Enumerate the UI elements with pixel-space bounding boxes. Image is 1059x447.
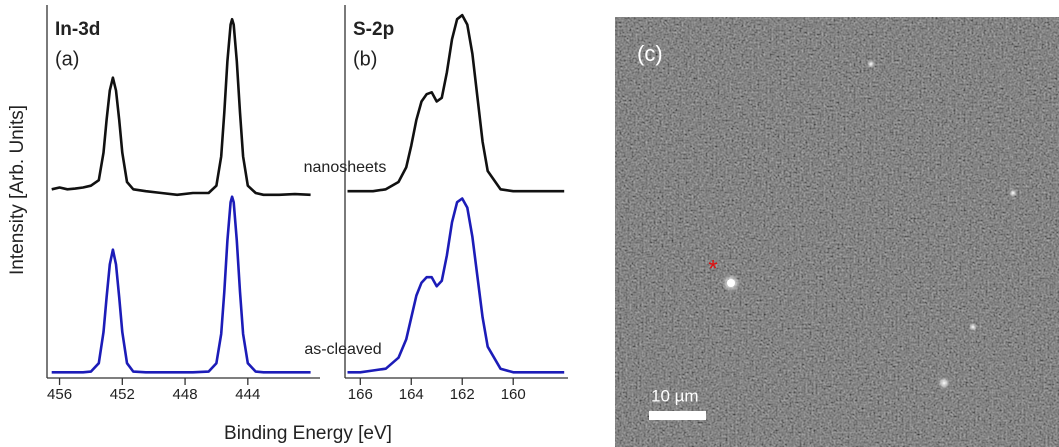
x-axis-label: Binding Energy [eV] [224, 423, 392, 444]
panel-title: S-2p [353, 19, 394, 40]
x-tick-label: 448 [173, 386, 198, 403]
panel-title: In-3d [55, 19, 100, 40]
x-tick-label: 162 [450, 386, 475, 403]
x-tick-label: 166 [348, 386, 373, 403]
panel-label: (a) [55, 48, 79, 70]
x-tick-label: 160 [501, 386, 526, 403]
x-tick-label: 456 [47, 386, 72, 403]
spectrum-line [347, 197, 565, 374]
panel-label: (c) [637, 41, 663, 66]
x-tick-label: 452 [110, 386, 135, 403]
scale-bar [649, 411, 706, 420]
x-tick-label: 164 [399, 386, 424, 403]
x-tick-label: 444 [235, 386, 260, 403]
spectrum-line [51, 17, 311, 197]
spectrum-line [51, 195, 311, 374]
marker: * [708, 255, 717, 282]
y-axis-label: Intensity [Arb. Units] [7, 105, 28, 275]
scale-bar-label: 10 µm [651, 386, 699, 405]
annotation: as-cleaved [304, 341, 381, 358]
sem-image [615, 17, 1059, 447]
spectrum-line [347, 13, 565, 193]
panel-label: (b) [353, 48, 377, 70]
